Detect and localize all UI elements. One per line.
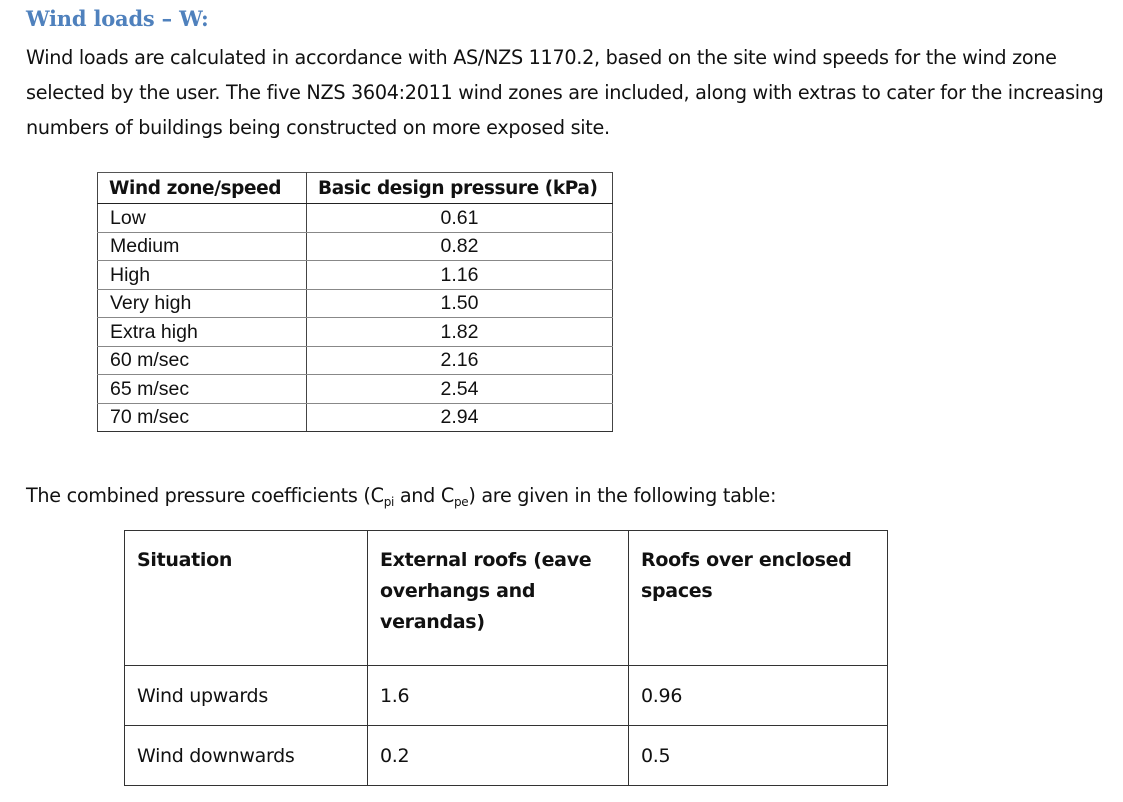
- wind-zone-cell: 65 m/sec: [97, 374, 307, 404]
- enclosed-roofs-cell: 0.5: [628, 725, 888, 786]
- subscript: pe: [453, 495, 469, 509]
- table-row: Wind upwards 1.6 0.96: [124, 665, 888, 726]
- table-row: 60 m/sec 2.16: [97, 346, 613, 375]
- wind-zone-cell: Extra high: [97, 317, 307, 347]
- table-header-row: Wind zone/speed Basic design pressure (k…: [97, 172, 613, 204]
- section-heading: Wind loads – W:: [26, 6, 209, 31]
- external-roofs-cell: 1.6: [367, 665, 629, 726]
- intro-text: and C: [394, 484, 454, 507]
- external-roofs-cell: 0.2: [367, 725, 629, 786]
- intro-text: ) are given in the following table:: [468, 484, 777, 507]
- table-row: Wind downwards 0.2 0.5: [124, 725, 888, 786]
- enclosed-roofs-cell: 0.96: [628, 665, 888, 726]
- situation-cell: Wind downwards: [124, 725, 368, 786]
- intro-text: The combined pressure coefficients (C: [26, 484, 384, 507]
- column-header: Roofs over enclosed spaces: [628, 530, 888, 666]
- pressure-cell: 1.16: [306, 260, 613, 290]
- wind-zone-cell: Medium: [97, 232, 307, 261]
- pressure-cell: 2.94: [306, 403, 613, 432]
- column-header: Wind zone/speed: [97, 172, 307, 204]
- subscript: pi: [383, 495, 395, 509]
- wind-zone-cell: 70 m/sec: [97, 403, 307, 432]
- pressure-cell: 2.54: [306, 374, 613, 404]
- coefficients-intro: The combined pressure coefficients (Cpi …: [26, 484, 776, 509]
- pressure-cell: 1.82: [306, 317, 613, 347]
- column-header: Situation: [124, 530, 368, 666]
- table-row: 70 m/sec 2.94: [97, 403, 613, 432]
- table-row: Medium 0.82: [97, 232, 613, 261]
- column-header: External roofs (eave overhangs and veran…: [367, 530, 629, 666]
- pressure-cell: 2.16: [306, 346, 613, 375]
- pressure-cell: 0.61: [306, 203, 613, 233]
- wind-zone-cell: Low: [97, 203, 307, 233]
- pressure-cell: 0.82: [306, 232, 613, 261]
- table-header-row: Situation External roofs (eave overhangs…: [124, 530, 888, 666]
- intro-paragraph: Wind loads are calculated in accordance …: [26, 46, 1104, 139]
- table-row: Very high 1.50: [97, 289, 613, 318]
- wind-zone-cell: High: [97, 260, 307, 290]
- column-header: Basic design pressure (kPa): [306, 172, 613, 204]
- table-row: High 1.16: [97, 260, 613, 290]
- table-row: 65 m/sec 2.54: [97, 374, 613, 404]
- pressure-coefficients-table: Situation External roofs (eave overhangs…: [124, 530, 888, 786]
- table-row: Low 0.61: [97, 203, 613, 233]
- situation-cell: Wind upwards: [124, 665, 368, 726]
- wind-zone-cell: 60 m/sec: [97, 346, 307, 375]
- wind-zone-table: Wind zone/speed Basic design pressure (k…: [97, 172, 613, 432]
- pressure-cell: 1.50: [306, 289, 613, 318]
- table-row: Extra high 1.82: [97, 317, 613, 347]
- wind-zone-cell: Very high: [97, 289, 307, 318]
